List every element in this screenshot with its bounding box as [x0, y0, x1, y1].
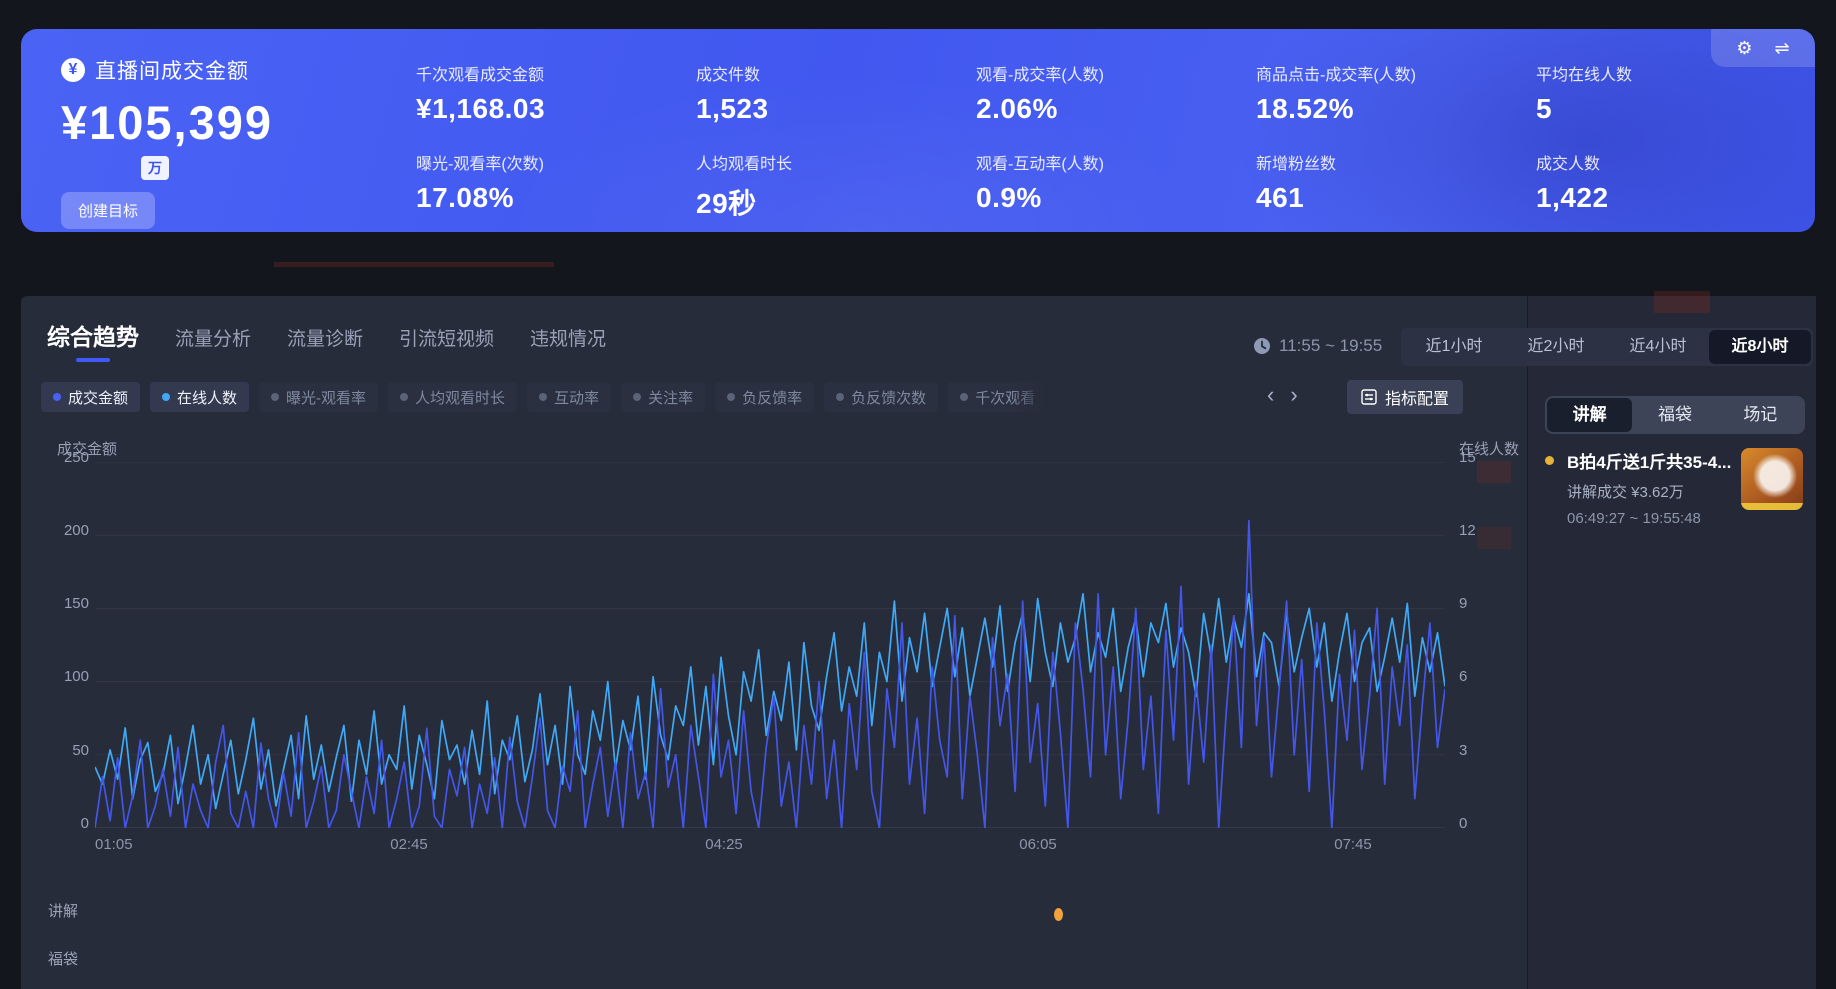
tab-overall-trend[interactable]: 综合趋势 — [47, 318, 139, 362]
chip-interaction-rate[interactable]: 互动率 — [527, 382, 612, 412]
product-time-range: 06:49:27 ~ 19:55:48 — [1567, 510, 1701, 527]
main-kpi-label: 直播间成交金额 — [95, 60, 249, 83]
range-button-8h[interactable]: 近8小时 — [1709, 330, 1811, 364]
series-dot-icon — [727, 393, 736, 401]
series-dot-icon — [162, 393, 171, 401]
metric-cell: 曝光-观看率(次数) 17.08% — [416, 156, 544, 213]
sidebar-tab-explain[interactable]: 讲解 — [1547, 398, 1633, 432]
explain-product-item[interactable]: B拍4斤送1斤共35-4... 讲解成交 ¥3.62万 06:49:27 ~ 1… — [1545, 448, 1807, 527]
range-button-group: 近1小时 近2小时 近4小时 近8小时 — [1401, 328, 1813, 366]
panel-tabs: 综合趋势 流量分析 流量诊断 引流短视频 违规情况 — [47, 318, 606, 362]
chevron-left-icon[interactable]: ‹ — [1267, 382, 1275, 407]
sidebar-tabs: 讲解 福袋 场记 — [1545, 396, 1805, 434]
right-tick: 15 — [1459, 449, 1476, 466]
series-dot-icon — [633, 393, 642, 401]
x-tick: 07:45 — [1334, 836, 1372, 853]
left-tick: 0 — [80, 815, 89, 832]
gear-icon[interactable]: ⚙ — [1736, 38, 1753, 58]
product-deal-amount: 讲解成交 ¥3.62万 — [1567, 484, 1684, 501]
tab-violations[interactable]: 违规情况 — [530, 329, 607, 350]
swap-icon[interactable]: ⇌ — [1774, 38, 1790, 58]
chip-exposure-view-rate[interactable]: 曝光-观看率 — [259, 382, 379, 412]
metric-cell: 新增粉丝数 461 — [1256, 156, 1337, 213]
chip-per-thousand-views[interactable]: 千次观看 — [948, 382, 1048, 412]
metric-cell: 平均在线人数 5 — [1536, 67, 1633, 124]
right-tick: 3 — [1459, 742, 1468, 759]
chip-pager: ‹ › — [1267, 380, 1298, 410]
explain-marker-dot[interactable] — [1054, 908, 1063, 921]
series-dot-icon — [836, 393, 845, 401]
screen-artifact — [274, 262, 554, 267]
chip-negative-feedback-count[interactable]: 负反馈次数 — [824, 382, 939, 412]
chevron-right-icon[interactable]: › — [1290, 382, 1298, 407]
metric-cell: 成交人数 1,422 — [1536, 156, 1609, 213]
range-button-4h[interactable]: 近4小时 — [1629, 338, 1687, 355]
metric-cell: 观看-互动率(人数) 0.9% — [976, 156, 1104, 213]
x-tick: 01:05 — [95, 836, 133, 853]
yuan-circle-icon: ¥ — [61, 58, 85, 82]
chip-avg-watch-time[interactable]: 人均观看时长 — [388, 382, 518, 412]
series-dot-icon — [271, 393, 280, 401]
x-tick: 06:05 — [1019, 836, 1057, 853]
metric-chips: 成交金额 在线人数 曝光-观看率 人均观看时长 互动率 关注率 负反馈率 负反馈… — [41, 382, 1048, 412]
time-range-text: 11:55 ~ 19:55 — [1279, 336, 1383, 355]
metric-cell: 千次观看成交金额 ¥1,168.03 — [416, 67, 546, 124]
metric-cell: 商品点击-成交率(人数) 18.52% — [1256, 67, 1416, 124]
series-dot-icon — [539, 393, 548, 401]
unit-badge: 万 — [141, 156, 169, 180]
left-tick: 50 — [72, 742, 89, 759]
kpi-banner: ¥ 直播间成交金额 ¥105,399 万 创建目标 千次观看成交金额 ¥1,168… — [21, 29, 1815, 232]
main-kpi-value: ¥105,399 — [61, 96, 274, 149]
tab-short-video[interactable]: 引流短视频 — [399, 329, 495, 350]
main-kpi: ¥ 直播间成交金额 ¥105,399 万 创建目标 — [61, 55, 273, 229]
product-thumbnail — [1741, 448, 1803, 510]
sliders-icon — [1361, 389, 1377, 405]
product-title: B拍4斤送1斤共35-4... — [1567, 453, 1732, 472]
x-tick: 04:25 — [705, 836, 743, 853]
bullet-dot-icon — [1545, 456, 1554, 465]
chip-follow-rate[interactable]: 关注率 — [621, 382, 706, 412]
timeline-row-luckybag-label: 福袋 — [48, 951, 79, 968]
series-dot-icon — [960, 393, 969, 401]
range-button-2h[interactable]: 近2小时 — [1527, 338, 1585, 355]
metric-cell: 观看-成交率(人数) 2.06% — [976, 67, 1104, 124]
tab-traffic-analysis[interactable]: 流量分析 — [175, 329, 252, 350]
metric-cell: 人均观看时长 29秒 — [696, 156, 793, 219]
left-tick: 150 — [63, 595, 89, 612]
series-dot-icon — [53, 393, 61, 401]
tab-traffic-diagnosis[interactable]: 流量诊断 — [287, 329, 364, 350]
kpi-metrics-grid: 千次观看成交金额 ¥1,168.03 成交件数 1,523 观看-成交率(人数) 2.… — [416, 61, 1815, 219]
banner-corner-tools: ⚙ ⇌ — [1711, 29, 1815, 67]
left-tick: 100 — [63, 668, 89, 685]
trend-line-chart — [95, 462, 1445, 828]
left-tick: 250 — [63, 449, 89, 466]
right-tick: 12 — [1459, 522, 1476, 539]
chip-gmv[interactable]: 成交金额 — [41, 382, 141, 412]
time-range[interactable]: 11:55 ~ 19:55 — [1253, 336, 1382, 356]
chip-online-users[interactable]: 在线人数 — [150, 382, 250, 412]
series-dot-icon — [400, 393, 409, 401]
metric-cell: 成交件数 1,523 — [696, 67, 769, 124]
left-tick: 200 — [63, 522, 89, 539]
right-tick: 0 — [1459, 815, 1468, 832]
metric-config-button[interactable]: 指标配置 — [1347, 380, 1464, 414]
clock-icon — [1254, 338, 1270, 354]
right-tick: 9 — [1459, 595, 1468, 612]
x-tick: 02:45 — [390, 836, 428, 853]
chip-negative-feedback-rate[interactable]: 负反馈率 — [715, 382, 815, 412]
trend-panel: 综合趋势 流量分析 流量诊断 引流短视频 违规情况 11:55 ~ 19:55 … — [21, 296, 1816, 989]
sidebar-tab-log[interactable]: 场记 — [1743, 405, 1778, 424]
range-button-1h[interactable]: 近1小时 — [1425, 338, 1483, 355]
create-goal-button[interactable]: 创建目标 — [61, 192, 156, 229]
right-tick: 6 — [1459, 668, 1468, 685]
timeline-row-explain-label: 讲解 — [48, 903, 79, 920]
right-axis-title: 在线人数 — [1459, 441, 1520, 458]
left-axis-title: 成交金额 — [57, 441, 118, 458]
sidebar-tab-luckybag[interactable]: 福袋 — [1657, 405, 1692, 424]
